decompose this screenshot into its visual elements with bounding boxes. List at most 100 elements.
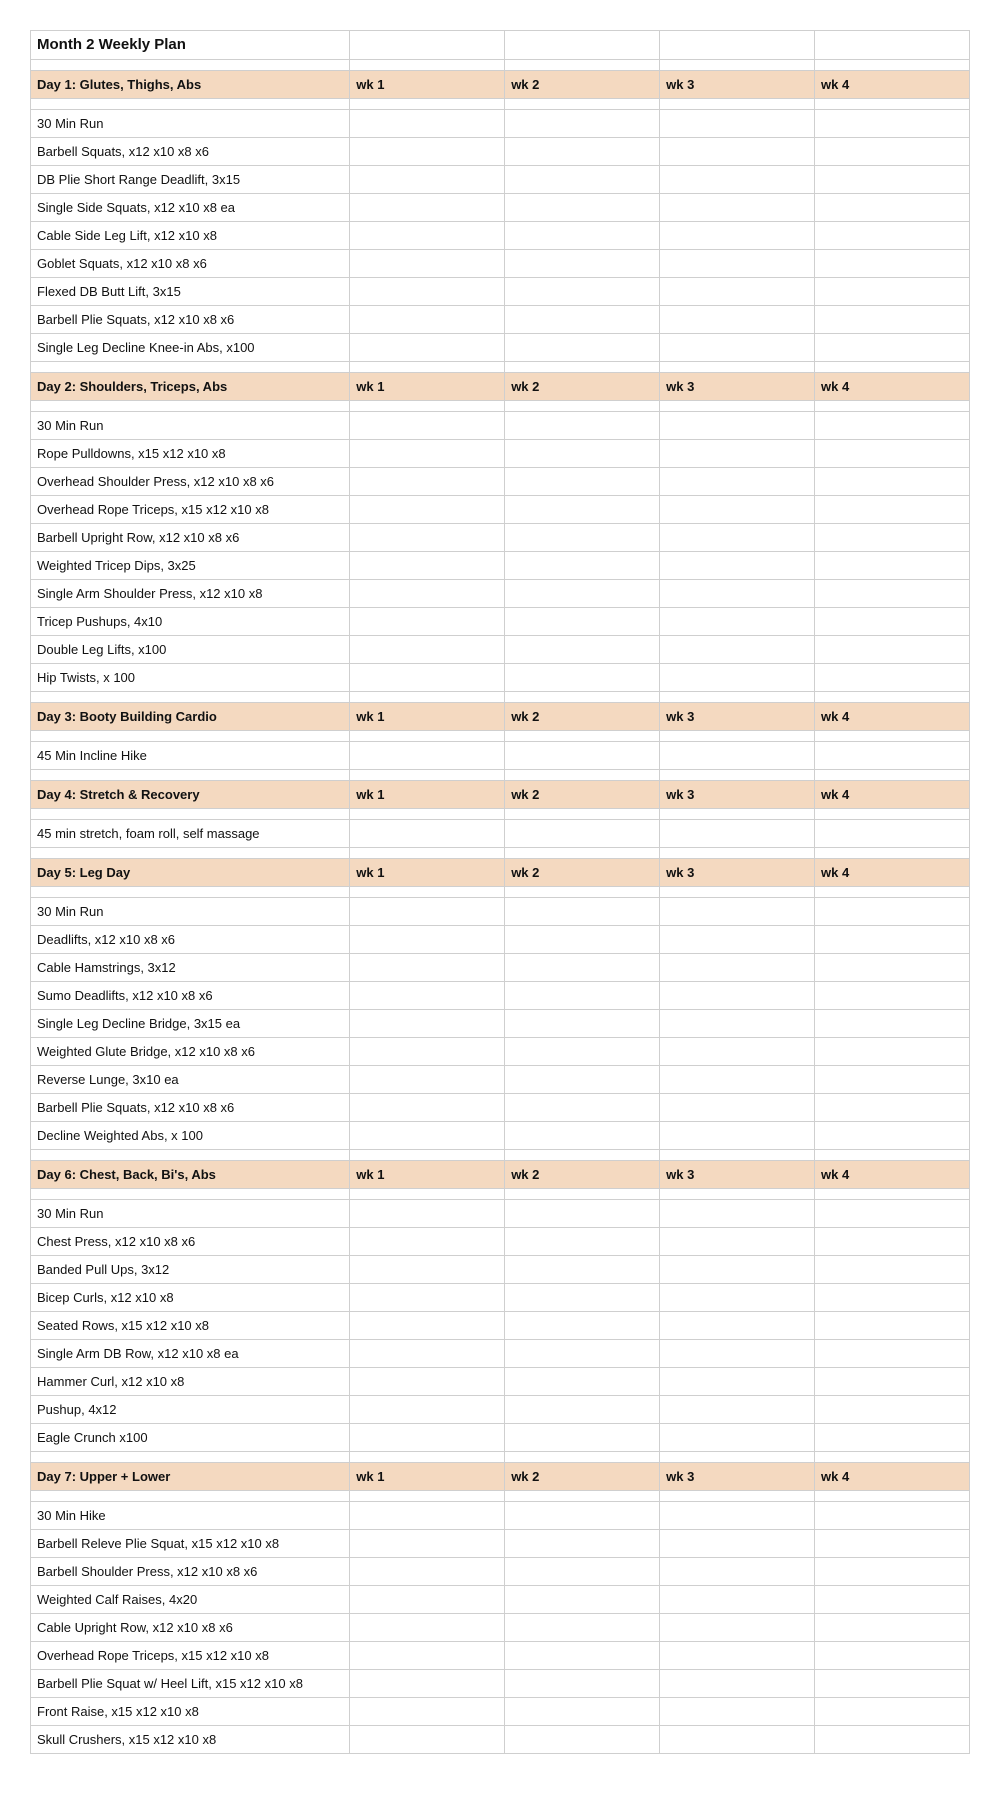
week-cell[interactable] bbox=[660, 898, 815, 926]
week-cell[interactable] bbox=[660, 1038, 815, 1066]
week-cell[interactable] bbox=[660, 1256, 815, 1284]
week-cell[interactable] bbox=[350, 1424, 505, 1452]
week-cell[interactable] bbox=[660, 334, 815, 362]
week-cell[interactable] bbox=[350, 636, 505, 664]
week-cell[interactable] bbox=[815, 580, 970, 608]
week-cell[interactable] bbox=[505, 580, 660, 608]
week-cell[interactable] bbox=[660, 278, 815, 306]
week-cell[interactable] bbox=[505, 1558, 660, 1586]
week-cell[interactable] bbox=[505, 1726, 660, 1754]
week-cell[interactable] bbox=[350, 1094, 505, 1122]
week-cell[interactable] bbox=[505, 1586, 660, 1614]
week-cell[interactable] bbox=[350, 306, 505, 334]
week-cell[interactable] bbox=[815, 954, 970, 982]
week-cell[interactable] bbox=[660, 636, 815, 664]
week-cell[interactable] bbox=[815, 1614, 970, 1642]
week-cell[interactable] bbox=[660, 412, 815, 440]
week-cell[interactable] bbox=[815, 110, 970, 138]
week-cell[interactable] bbox=[505, 1530, 660, 1558]
week-cell[interactable] bbox=[350, 194, 505, 222]
week-cell[interactable] bbox=[815, 496, 970, 524]
week-cell[interactable] bbox=[815, 1670, 970, 1698]
week-cell[interactable] bbox=[505, 1094, 660, 1122]
week-cell[interactable] bbox=[350, 1066, 505, 1094]
week-cell[interactable] bbox=[660, 1726, 815, 1754]
week-cell[interactable] bbox=[350, 1010, 505, 1038]
week-cell[interactable] bbox=[815, 552, 970, 580]
week-cell[interactable] bbox=[350, 1340, 505, 1368]
week-cell[interactable] bbox=[815, 1368, 970, 1396]
week-cell[interactable] bbox=[815, 1066, 970, 1094]
week-cell[interactable] bbox=[660, 1200, 815, 1228]
week-cell[interactable] bbox=[350, 1530, 505, 1558]
week-cell[interactable] bbox=[350, 334, 505, 362]
week-cell[interactable] bbox=[815, 334, 970, 362]
week-cell[interactable] bbox=[350, 954, 505, 982]
week-cell[interactable] bbox=[660, 552, 815, 580]
week-cell[interactable] bbox=[660, 742, 815, 770]
week-cell[interactable] bbox=[350, 1670, 505, 1698]
week-cell[interactable] bbox=[505, 608, 660, 636]
week-cell[interactable] bbox=[505, 636, 660, 664]
week-cell[interactable] bbox=[505, 166, 660, 194]
week-cell[interactable] bbox=[505, 1228, 660, 1256]
week-cell[interactable] bbox=[660, 954, 815, 982]
week-cell[interactable] bbox=[815, 306, 970, 334]
week-cell[interactable] bbox=[505, 496, 660, 524]
week-cell[interactable] bbox=[350, 820, 505, 848]
week-cell[interactable] bbox=[350, 664, 505, 692]
week-cell[interactable] bbox=[505, 306, 660, 334]
week-cell[interactable] bbox=[815, 194, 970, 222]
week-cell[interactable] bbox=[815, 1586, 970, 1614]
week-cell[interactable] bbox=[815, 664, 970, 692]
week-cell[interactable] bbox=[660, 820, 815, 848]
week-cell[interactable] bbox=[505, 334, 660, 362]
week-cell[interactable] bbox=[350, 412, 505, 440]
week-cell[interactable] bbox=[350, 926, 505, 954]
week-cell[interactable] bbox=[350, 1586, 505, 1614]
week-cell[interactable] bbox=[505, 1340, 660, 1368]
week-cell[interactable] bbox=[660, 440, 815, 468]
week-cell[interactable] bbox=[350, 250, 505, 278]
week-cell[interactable] bbox=[660, 1530, 815, 1558]
week-cell[interactable] bbox=[815, 1340, 970, 1368]
week-cell[interactable] bbox=[815, 250, 970, 278]
week-cell[interactable] bbox=[505, 1670, 660, 1698]
week-cell[interactable] bbox=[815, 1502, 970, 1530]
week-cell[interactable] bbox=[660, 524, 815, 552]
week-cell[interactable] bbox=[815, 982, 970, 1010]
week-cell[interactable] bbox=[505, 1642, 660, 1670]
week-cell[interactable] bbox=[350, 1256, 505, 1284]
week-cell[interactable] bbox=[815, 1038, 970, 1066]
week-cell[interactable] bbox=[350, 1726, 505, 1754]
week-cell[interactable] bbox=[505, 110, 660, 138]
week-cell[interactable] bbox=[660, 1284, 815, 1312]
week-cell[interactable] bbox=[815, 608, 970, 636]
week-cell[interactable] bbox=[815, 1424, 970, 1452]
week-cell[interactable] bbox=[660, 1558, 815, 1586]
week-cell[interactable] bbox=[505, 278, 660, 306]
week-cell[interactable] bbox=[660, 1010, 815, 1038]
week-cell[interactable] bbox=[505, 1038, 660, 1066]
week-cell[interactable] bbox=[660, 1614, 815, 1642]
week-cell[interactable] bbox=[815, 166, 970, 194]
week-cell[interactable] bbox=[815, 1200, 970, 1228]
week-cell[interactable] bbox=[350, 1368, 505, 1396]
week-cell[interactable] bbox=[815, 1558, 970, 1586]
week-cell[interactable] bbox=[505, 1698, 660, 1726]
week-cell[interactable] bbox=[660, 1122, 815, 1150]
week-cell[interactable] bbox=[660, 1312, 815, 1340]
week-cell[interactable] bbox=[660, 468, 815, 496]
week-cell[interactable] bbox=[350, 1642, 505, 1670]
week-cell[interactable] bbox=[350, 1614, 505, 1642]
week-cell[interactable] bbox=[660, 1094, 815, 1122]
week-cell[interactable] bbox=[815, 412, 970, 440]
week-cell[interactable] bbox=[350, 580, 505, 608]
week-cell[interactable] bbox=[505, 954, 660, 982]
week-cell[interactable] bbox=[505, 552, 660, 580]
week-cell[interactable] bbox=[660, 664, 815, 692]
week-cell[interactable] bbox=[505, 1368, 660, 1396]
week-cell[interactable] bbox=[350, 222, 505, 250]
week-cell[interactable] bbox=[505, 138, 660, 166]
week-cell[interactable] bbox=[505, 1284, 660, 1312]
